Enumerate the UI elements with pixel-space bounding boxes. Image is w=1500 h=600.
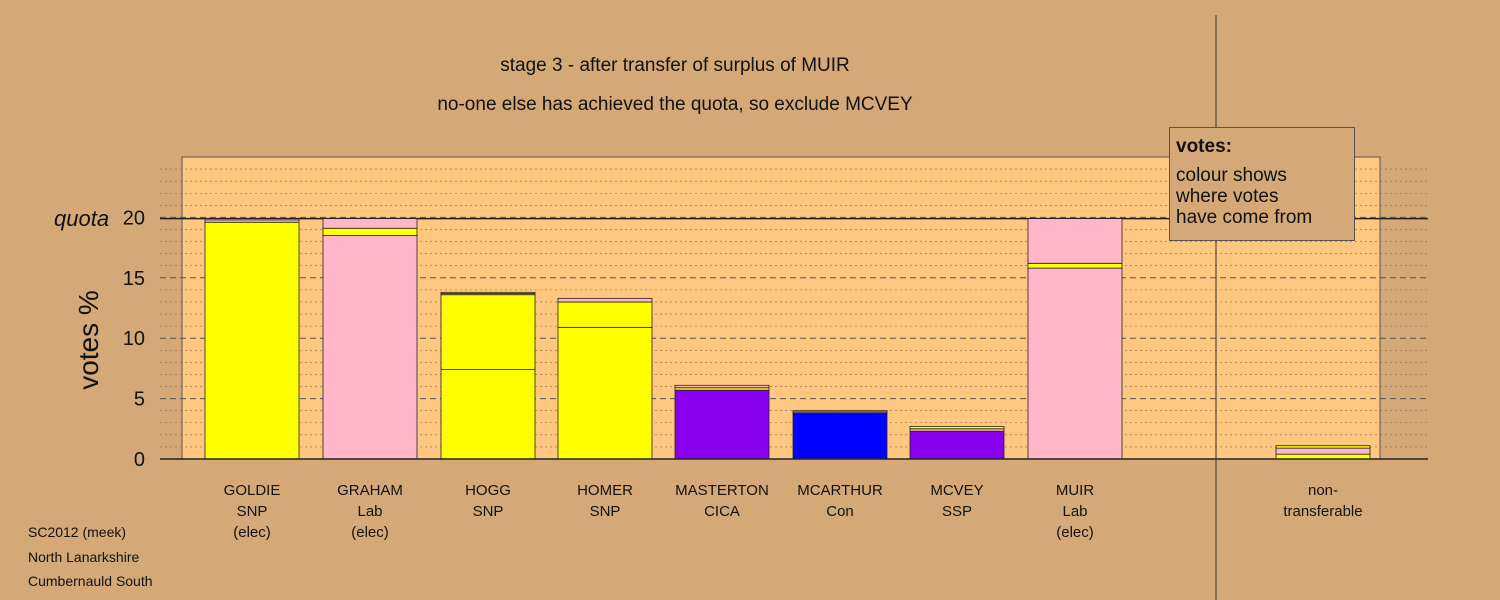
quota-label: quota	[54, 206, 110, 231]
category-label-line: SNP	[472, 503, 504, 520]
category-label: HOGG SNP	[428, 480, 548, 522]
category-label-line: MCVEY	[930, 482, 984, 499]
category-label-line: non-	[1307, 482, 1339, 499]
chart-title: stage 3 - after transfer of surplus of M…	[500, 55, 850, 76]
category-label-line: GRAHAM	[337, 482, 403, 499]
bar-segment	[204, 221, 300, 460]
category-label: non-transferable	[1263, 480, 1383, 522]
category-label-line: MASTERTON	[675, 482, 769, 499]
bar-segment	[1275, 447, 1371, 455]
category-label-line: SNP	[236, 503, 268, 520]
category-label-line: Lab	[1062, 503, 1088, 520]
footer-line: SC2012 (meek)	[28, 524, 127, 540]
legend-title: votes:	[1176, 136, 1232, 157]
y-axis-label: votes %	[73, 290, 104, 390]
y-tick-label: 0	[134, 449, 145, 471]
footer-line: Cumbernauld South	[28, 573, 153, 589]
footer-line: North Lanarkshire	[28, 549, 140, 565]
category-label: MASTERTON CICA	[662, 480, 782, 522]
y-tick-label: 5	[134, 389, 145, 411]
category-label-line: Lab	[357, 503, 383, 520]
legend-line: where votes	[1176, 186, 1279, 207]
bar-segment	[204, 218, 300, 221]
category-label: HOMER SNP	[545, 480, 665, 522]
bar-segment	[440, 369, 536, 460]
category-label-line: transferable	[1283, 503, 1363, 520]
category-label: MCVEY SSP	[897, 480, 1017, 522]
category-label: MCARTHUR Con	[780, 480, 900, 522]
category-label-line: SSP	[941, 503, 972, 520]
y-tick-label: 15	[123, 268, 145, 290]
bar-segment	[1027, 262, 1123, 269]
category-label: GRAHAM Lab (elec)	[310, 480, 430, 543]
chart-subtitle: no-one else has achieved the quota, so e…	[437, 94, 913, 115]
category-label-line: MCARTHUR	[797, 482, 883, 499]
category-label-line: (elec)	[1056, 524, 1094, 541]
category-label-line: (elec)	[233, 524, 271, 541]
y-tick-label: 20	[123, 207, 145, 229]
bar-segment	[909, 425, 1005, 430]
bar-segment	[440, 294, 536, 371]
bar-segment	[322, 218, 418, 229]
legend: votes: colour shows where votes have com…	[1169, 127, 1355, 241]
bar-segment	[440, 291, 536, 294]
bar-segment	[674, 384, 770, 389]
bar-segment	[1275, 445, 1371, 449]
category-label-line: (elec)	[351, 524, 389, 541]
bar-segment	[1027, 267, 1123, 460]
category-label-line: Con	[826, 503, 854, 520]
bar-segment	[674, 389, 770, 460]
bar-segment	[557, 301, 653, 328]
category-label: GOLDIE SNP (elec)	[192, 480, 312, 543]
bar-segment	[1027, 218, 1123, 264]
bar-segment	[557, 297, 653, 303]
category-label-line: HOGG	[465, 482, 511, 499]
bar-segment	[792, 410, 888, 413]
category-label-line: SNP	[589, 503, 621, 520]
bar-segment	[792, 412, 888, 460]
legend-line: have come from	[1176, 207, 1313, 228]
legend-line: colour shows	[1176, 165, 1287, 186]
category-label-line: GOLDIE	[223, 482, 281, 499]
category-label-line: CICA	[704, 503, 740, 520]
y-tick-label: 10	[123, 328, 145, 350]
bar-segment	[322, 235, 418, 460]
category-label-line: HOMER	[577, 482, 633, 499]
category-label-line: MUIR	[1055, 482, 1095, 499]
category-label: MUIR Lab (elec)	[1015, 480, 1135, 543]
bar-segment	[322, 227, 418, 236]
bar-segment	[909, 430, 1005, 460]
bar-segment	[557, 326, 653, 460]
